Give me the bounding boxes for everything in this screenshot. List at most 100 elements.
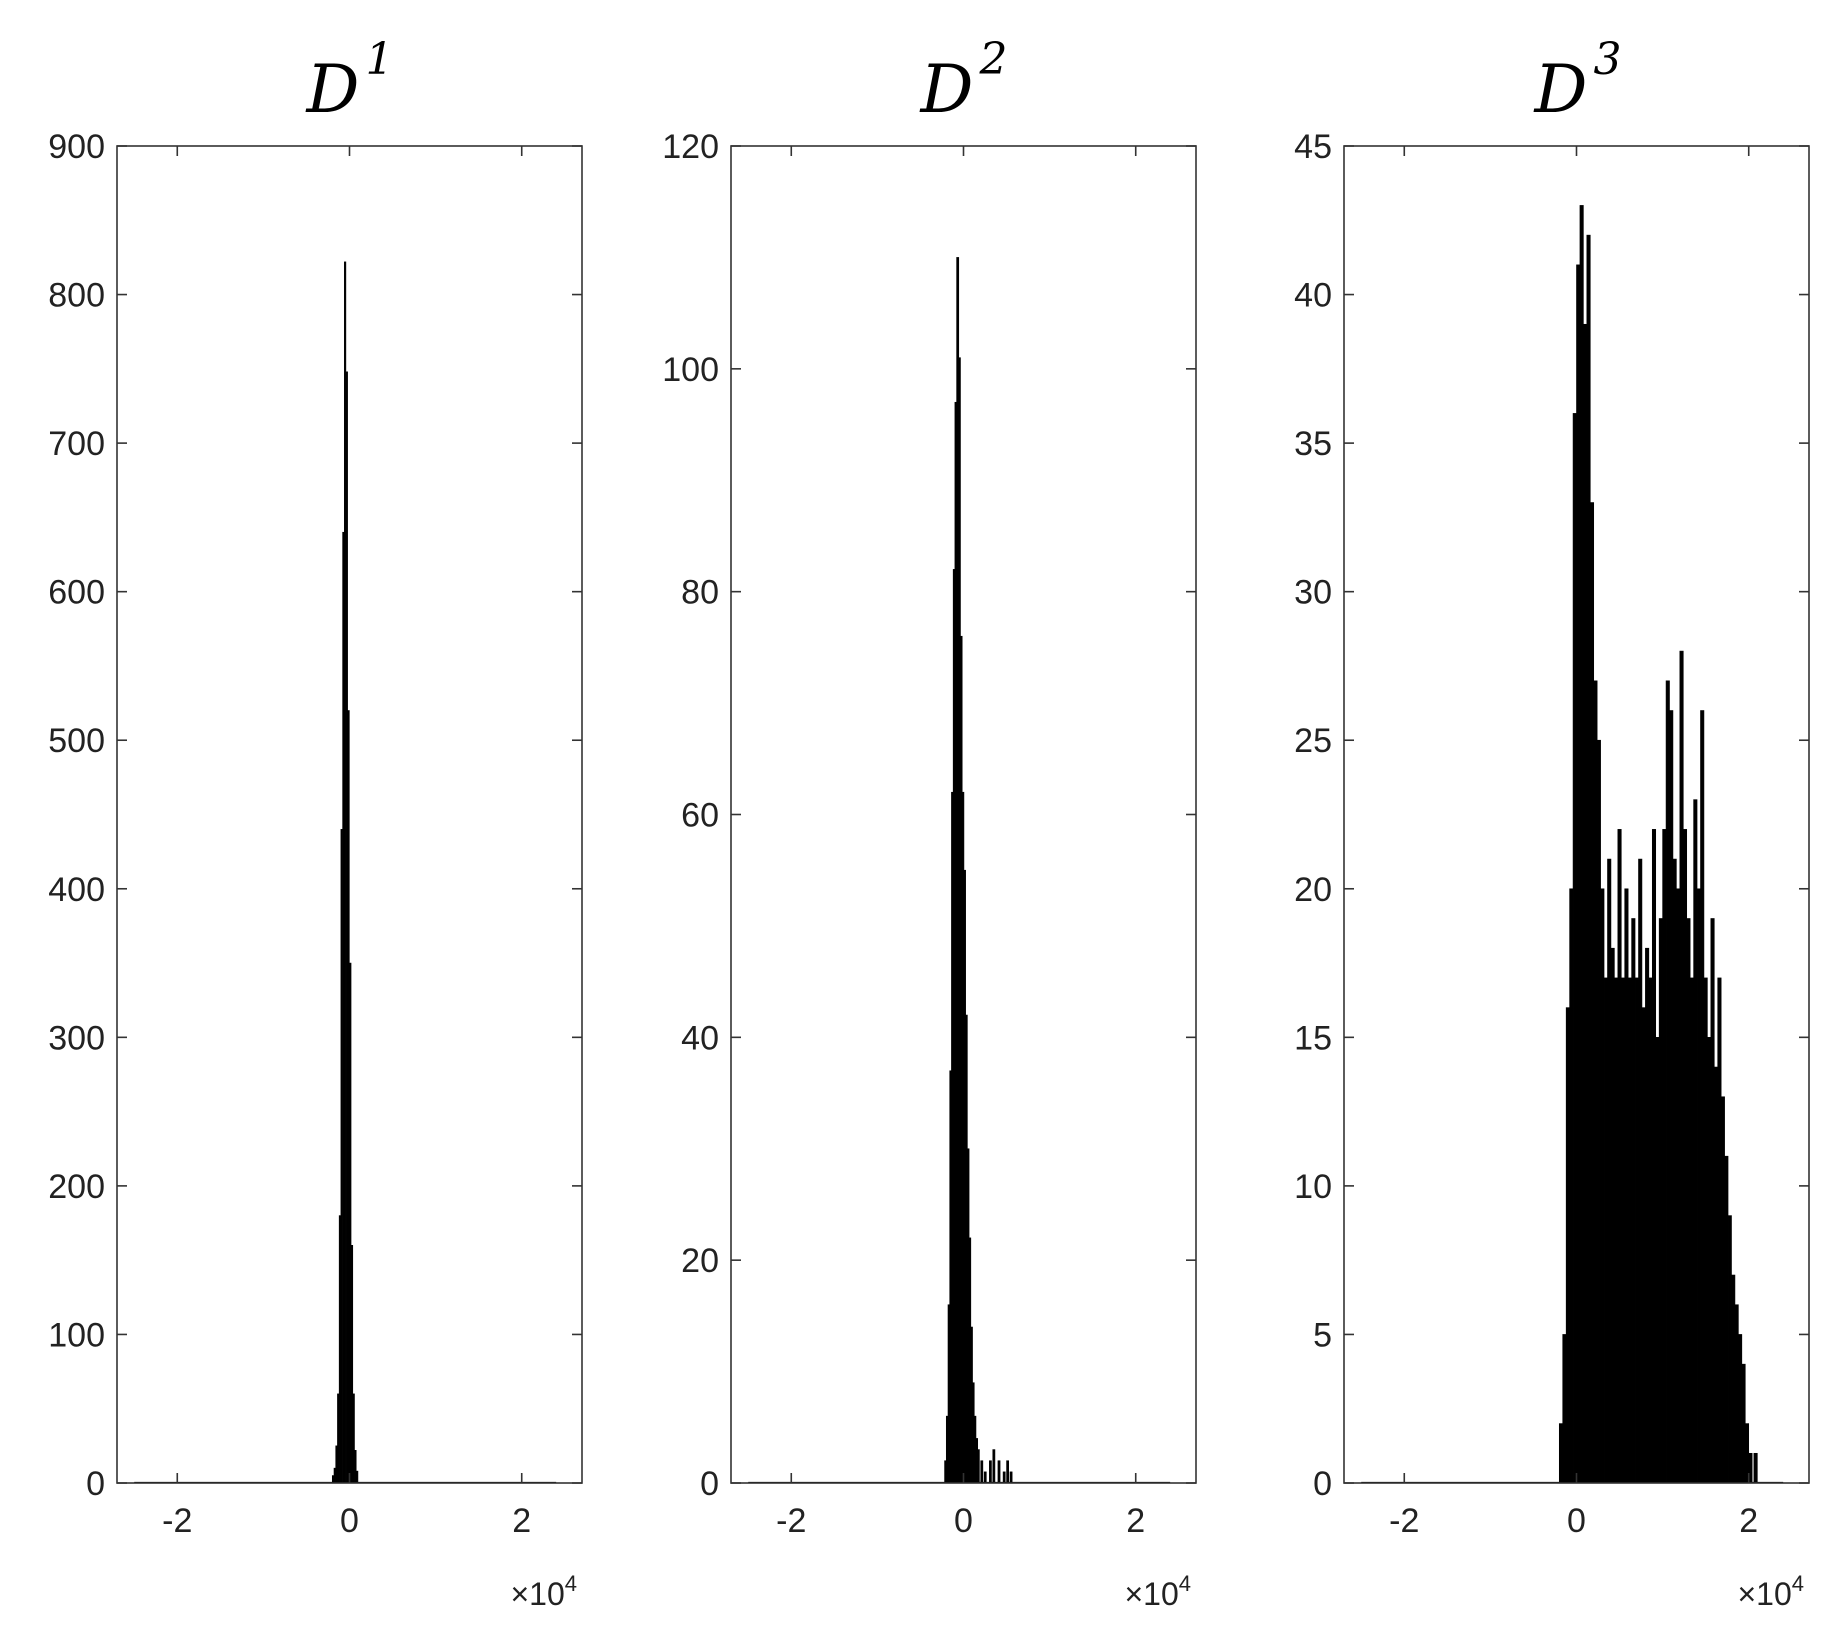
histogram-bar [1693,799,1698,1484]
panel-title-superscript: 3 [1593,34,1621,85]
x-exponent-base: ×10 [1737,1576,1791,1612]
histogram-bar [1734,1304,1739,1484]
histogram-bar [1583,323,1588,1484]
x-exponent-label: ×104 [1124,1571,1191,1612]
histogram-bar [1631,918,1636,1484]
histogram-bar [1669,710,1674,1484]
histogram-bar [1603,977,1608,1484]
histogram-bar [352,1393,355,1484]
histogram-bar [1738,1334,1743,1484]
y-tick-label: 800 [48,277,105,315]
histogram-bar [1686,918,1691,1484]
y-tick-label: 200 [48,1168,105,1206]
histogram-bar [1713,1066,1719,1484]
histogram-bar [1717,977,1722,1484]
histogram-bar [331,1475,335,1484]
histogram-bar [1720,1096,1725,1484]
histogram-bar [1596,739,1601,1484]
histogram-bar [1006,1460,1010,1484]
x-exponent-label: ×104 [510,1571,577,1612]
y-tick-label: 35 [1294,425,1332,463]
panel-title-letter: D [1534,51,1588,128]
y-tick-label: 45 [1294,128,1332,166]
x-tick-label: 2 [512,1502,531,1540]
histogram-bar [338,1215,342,1484]
panel-title-letter: D [920,51,974,128]
y-tick-label: 60 [681,797,719,835]
histogram-bar [1665,680,1670,1484]
histogram-bar [1634,977,1639,1484]
histogram-bar [1558,1423,1564,1484]
histogram-bar [976,1449,980,1484]
y-tick-label: 30 [1294,574,1332,612]
x-exponent-label: ×104 [1737,1571,1804,1612]
histogram-bar [337,1393,340,1484]
histogram-bar [335,1445,338,1484]
histogram-bar [1641,1007,1646,1484]
y-tick-label: 500 [48,722,105,760]
x-exponent-base: ×10 [510,1576,564,1612]
y-tick-label: 400 [48,871,105,909]
x-exponent-power: 4 [1792,1571,1804,1596]
y-tick-label: 100 [662,351,719,389]
histogram-bar [1600,888,1605,1484]
histogram-bar [997,1460,1001,1484]
histogram-bar [1614,977,1619,1484]
y-tick-label: 15 [1294,1019,1332,1057]
histogram-bar [350,1245,354,1484]
histogram-bar [1565,1007,1570,1484]
y-tick-label: 5 [1313,1316,1332,1354]
histogram-bar [1638,858,1643,1484]
histogram-bar [1617,829,1622,1484]
histogram-bar [1689,977,1694,1484]
y-tick-label: 40 [681,1019,719,1057]
histogram-bar [340,829,343,1484]
histogram-bar [1710,918,1715,1484]
x-tick-label: -2 [1389,1502,1419,1540]
x-tick-label: 0 [1567,1502,1586,1540]
histogram-bar [1610,947,1615,1484]
histogram-bar [1655,1037,1660,1484]
histogram-bar [1679,650,1684,1484]
histogram-bar [349,962,352,1484]
histogram-panel-d1: D 1 0 100 200 300 400 500 600 700 800 900 -2 0 2 ×104 [48,34,583,1612]
histogram-bar [1703,977,1708,1484]
histogram-bar [1572,413,1577,1484]
y-tick-label: 20 [681,1242,719,1280]
histogram-bar [1707,1037,1712,1484]
histogram-bar [1753,1452,1758,1484]
histogram-bar [1002,1471,1006,1484]
x-exponent-power: 4 [1179,1571,1191,1596]
histogram-bar [1009,1471,1013,1484]
histogram-bar [1724,1155,1729,1484]
histogram-bar [1645,947,1650,1484]
histogram-bar [1562,1334,1567,1484]
y-tick-label: 0 [86,1465,105,1503]
y-tick-label: 10 [1294,1168,1332,1206]
histogram-bar [1593,680,1598,1484]
histogram-bar [1589,502,1595,1484]
histogram-bar [1696,888,1701,1484]
histogram-bar [347,710,350,1484]
panel-title-superscript: 1 [365,34,393,85]
histogram-bar [1620,977,1626,1484]
y-tick-label: 0 [1313,1465,1332,1503]
histogram-bar [333,1467,336,1484]
y-tick-label: 700 [48,425,105,463]
y-tick-label: 80 [681,574,719,612]
histogram-bar [1579,205,1584,1484]
y-tick-label: 600 [48,574,105,612]
panel-title-letter: D [306,51,360,128]
x-tick-label: -2 [162,1502,192,1540]
histogram-bar [1700,710,1705,1484]
histogram-bars [944,257,1013,1484]
x-tick-label: 2 [1126,1502,1145,1540]
y-tick-label: 20 [1294,871,1332,909]
x-tick-label: -2 [776,1502,806,1540]
